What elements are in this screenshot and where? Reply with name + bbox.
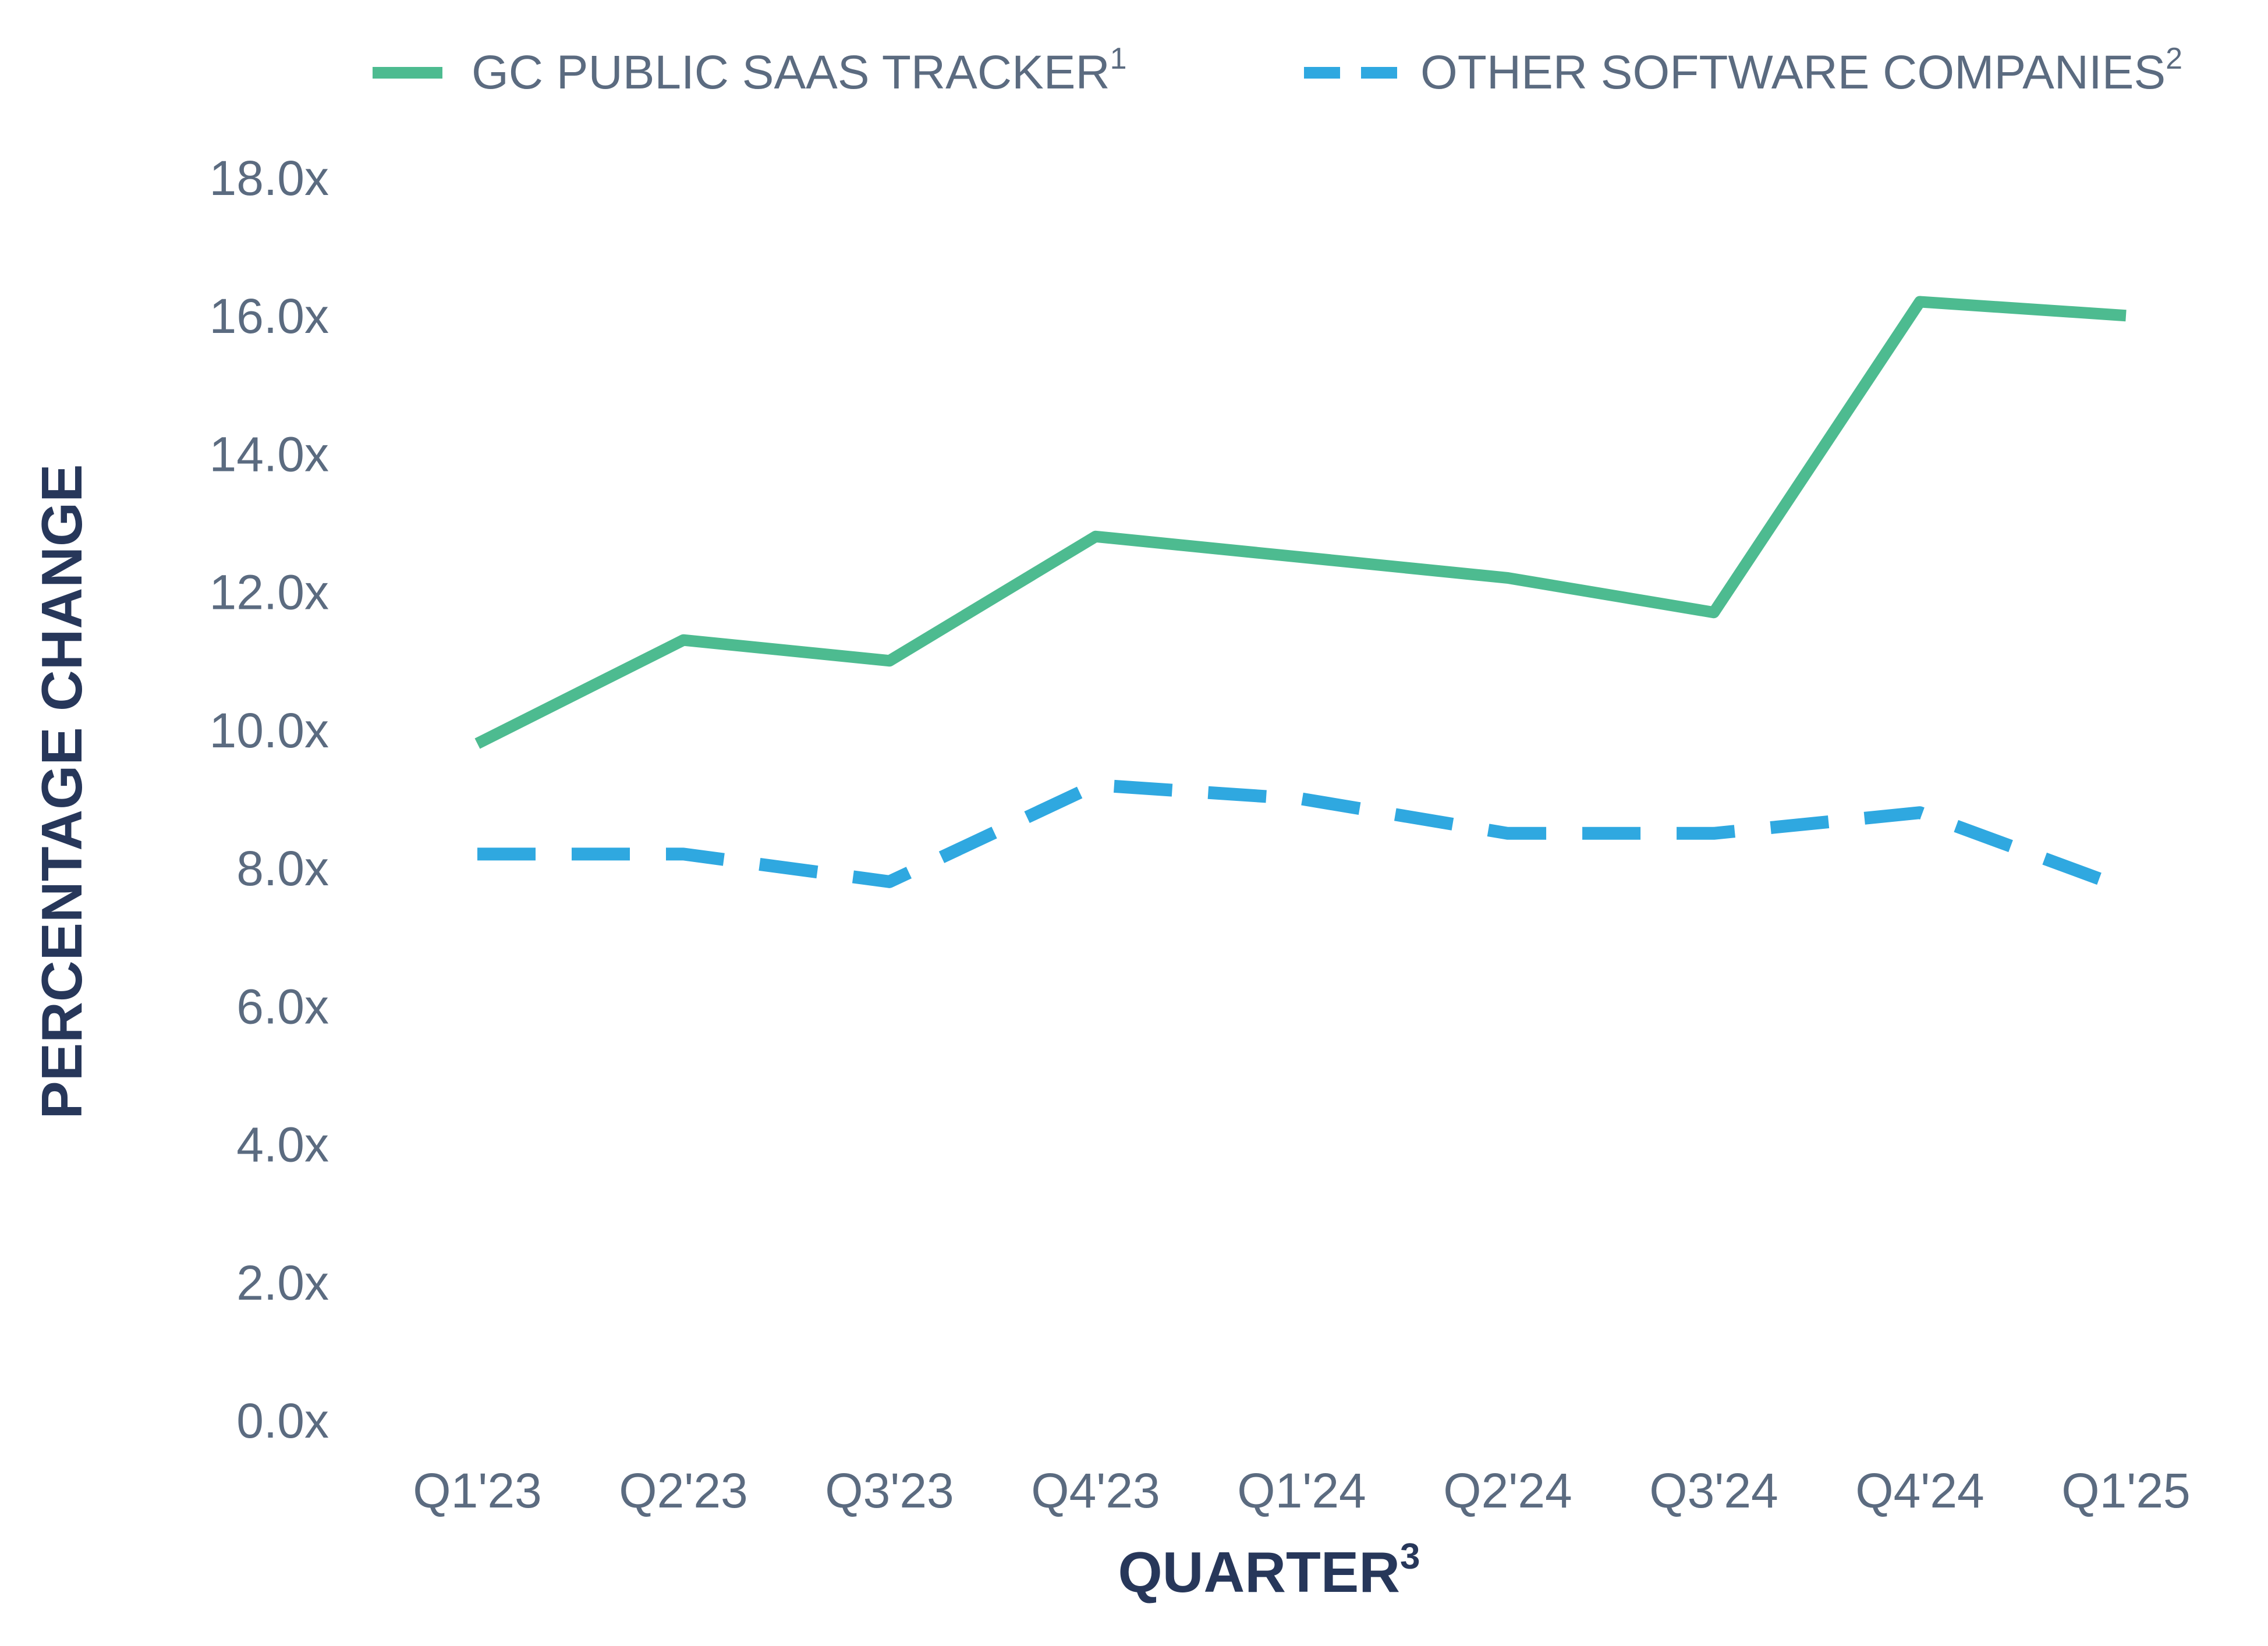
data-point (477, 743, 478, 744)
x-tick-label: Q4'24 (1855, 1463, 1984, 1518)
legend: GC PUBLIC SAAS TRACKER1 OTHER SOFTWARE C… (373, 42, 2182, 99)
y-axis-title: PERCENTAGE CHANGE (30, 464, 94, 1119)
series-line-solid (474, 296, 2127, 749)
data-point (683, 853, 684, 854)
data-point (1713, 833, 1714, 834)
x-tick-label: Q3'24 (1649, 1463, 1778, 1518)
data-point (1301, 799, 1302, 800)
x-tick-label: Q1'23 (413, 1463, 542, 1518)
legend-item-series-0: GC PUBLIC SAAS TRACKER1 (373, 42, 1127, 99)
data-point (1095, 785, 1096, 786)
data-point (683, 640, 684, 641)
legend-item-series-1: OTHER SOFTWARE COMPANIES2 (1304, 42, 2182, 99)
series-layer (474, 296, 2128, 895)
data-point (1301, 556, 1302, 558)
legend-label-1: OTHER SOFTWARE COMPANIES2 (1420, 42, 2182, 99)
data-point (889, 660, 890, 661)
x-axis-title-text: QUARTER (1118, 1540, 1400, 1604)
x-axis-ticks: Q1'23 Q2'23 Q3'23 Q4'23 Q1'24 Q2'24 Q3'24 Q4'24… (413, 1463, 2191, 1518)
data-point (1713, 612, 1714, 613)
x-tick-label: Q2'24 (1443, 1463, 1572, 1518)
y-tick-label: 18.0x (210, 151, 329, 205)
data-point (1507, 833, 1508, 834)
x-tick-label: Q4'23 (1031, 1463, 1160, 1518)
series-line-dashed (477, 778, 2128, 895)
x-tick-label: Q3'23 (825, 1463, 954, 1518)
legend-label-text-1: OTHER SOFTWARE COMPANIES (1420, 46, 2166, 99)
y-tick-label: 10.0x (210, 703, 329, 758)
y-tick-label: 12.0x (210, 565, 329, 620)
x-axis-title-superscript: 3 (1400, 1537, 1420, 1577)
series-1 (477, 778, 2128, 895)
data-point (1507, 577, 1508, 579)
series-0 (474, 296, 2127, 749)
legend-label-text-0: GC PUBLIC SAAS TRACKER (472, 46, 1110, 99)
x-axis-title: QUARTER3 (1118, 1537, 1420, 1604)
legend-superscript-1: 2 (2166, 42, 2182, 76)
y-axis-ticks: 0.0x 2.0x 4.0x 6.0x 8.0x 10.0x 12.0x 14.0x 16.0x… (210, 151, 329, 1448)
y-tick-label: 4.0x (236, 1118, 329, 1172)
data-point (2125, 888, 2127, 889)
y-tick-label: 16.0x (210, 289, 329, 343)
data-point (889, 881, 890, 882)
legend-label-0: GC PUBLIC SAAS TRACKER1 (472, 42, 1127, 99)
y-tick-label: 14.0x (210, 427, 329, 481)
y-tick-label: 0.0x (236, 1393, 329, 1448)
data-point (2125, 315, 2127, 316)
x-tick-label: Q1'25 (2061, 1463, 2191, 1518)
y-tick-label: 2.0x (236, 1255, 329, 1310)
data-point (477, 853, 478, 854)
y-tick-label: 8.0x (236, 841, 329, 896)
x-tick-label: Q2'23 (619, 1463, 748, 1518)
data-point (1095, 536, 1096, 537)
legend-superscript-0: 1 (1110, 42, 1127, 76)
y-tick-label: 6.0x (236, 979, 329, 1034)
x-tick-label: Q1'24 (1237, 1463, 1366, 1518)
data-point (1919, 812, 1920, 813)
data-point (1919, 301, 1920, 303)
